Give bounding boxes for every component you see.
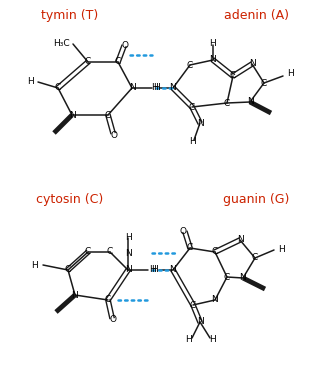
Text: H: H [278, 245, 285, 254]
Text: N: N [210, 55, 217, 65]
Text: C: C [85, 58, 91, 66]
Text: C: C [107, 248, 113, 256]
Text: C: C [230, 72, 236, 80]
Text: H: H [287, 69, 294, 79]
Text: adenin (A): adenin (A) [223, 10, 288, 23]
Text: H: H [152, 83, 158, 93]
Text: C: C [261, 79, 267, 87]
Text: C: C [212, 248, 218, 256]
Text: H: H [210, 39, 217, 48]
Text: N: N [236, 235, 243, 245]
Text: N: N [170, 83, 176, 93]
Text: N: N [197, 118, 204, 128]
Text: N: N [125, 248, 131, 258]
Text: C: C [85, 248, 91, 256]
Text: N: N [68, 110, 75, 120]
Text: C: C [187, 244, 193, 252]
Text: O: O [109, 315, 117, 324]
Text: H: H [190, 137, 196, 145]
Text: C: C [224, 272, 230, 282]
Text: C: C [105, 110, 111, 120]
Text: C: C [252, 254, 258, 262]
Text: N: N [125, 266, 131, 275]
Text: C: C [55, 83, 61, 93]
Text: guanin (G): guanin (G) [223, 193, 289, 206]
Text: H₃C: H₃C [53, 38, 70, 48]
Text: N: N [129, 83, 135, 93]
Text: N: N [240, 273, 246, 283]
Text: O: O [121, 41, 128, 49]
Text: N: N [249, 59, 256, 69]
Text: H: H [27, 77, 34, 86]
Text: N: N [212, 296, 218, 304]
Text: C: C [190, 300, 196, 310]
Text: H: H [31, 261, 38, 269]
Text: C: C [65, 266, 71, 275]
Text: N: N [197, 317, 204, 327]
Text: C: C [224, 99, 230, 107]
Text: H: H [150, 266, 156, 275]
Text: C: C [189, 103, 195, 111]
Text: H: H [152, 266, 158, 275]
Text: O: O [111, 131, 118, 139]
Text: C: C [187, 61, 193, 69]
Text: N: N [170, 266, 176, 275]
Text: H: H [125, 232, 131, 241]
Text: O: O [179, 227, 186, 235]
Text: tymin (T): tymin (T) [42, 10, 99, 23]
Text: C: C [105, 296, 111, 304]
Text: H: H [210, 335, 217, 345]
Text: C: C [115, 58, 121, 66]
Text: H: H [154, 83, 160, 93]
Text: cytosin (C): cytosin (C) [36, 193, 104, 206]
Text: N: N [72, 290, 78, 300]
Text: H: H [186, 335, 192, 345]
Text: N: N [247, 97, 253, 107]
